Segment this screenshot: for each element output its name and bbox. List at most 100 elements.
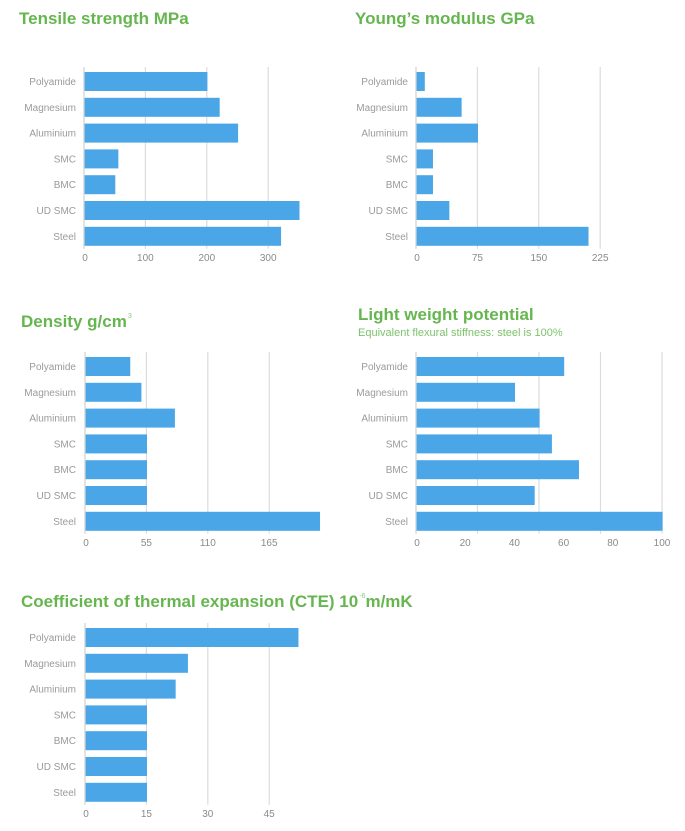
category-label: BMC <box>54 736 76 747</box>
bar-aluminium <box>85 408 175 428</box>
chart-title-text: Young’s modulus GPa <box>355 9 535 28</box>
x-tick-label: 80 <box>607 538 619 549</box>
category-label: UD SMC <box>369 491 408 502</box>
chart-title: Density g/cm3 <box>21 312 132 332</box>
bar-polyamide <box>85 357 131 376</box>
x-tick-label: 45 <box>264 809 276 820</box>
x-tick-label: 0 <box>82 253 88 264</box>
category-label: Steel <box>53 517 76 528</box>
bar-smc <box>85 434 147 454</box>
x-tick-label: 40 <box>509 538 521 549</box>
category-label: Aluminium <box>29 414 76 425</box>
category-label: Steel <box>385 517 408 528</box>
bar-bmc <box>85 731 147 751</box>
bar-aluminium <box>84 123 239 143</box>
category-label: SMC <box>54 439 76 450</box>
density-plot: Polyamide Magnesium Aluminium SMC BMC UD SMC S… <box>24 352 321 549</box>
x-tick-label: 75 <box>472 253 484 264</box>
category-label: BMC <box>386 465 408 476</box>
bar-bmc <box>416 175 433 195</box>
chart-title-text: Tensile strength MPa <box>19 9 189 28</box>
category-label: UD SMC <box>37 491 76 502</box>
bar-smc <box>85 705 147 725</box>
bar-aluminium <box>416 123 478 143</box>
category-label: Steel <box>53 788 76 799</box>
category-label: SMC <box>54 710 76 721</box>
x-tick-label: 0 <box>83 538 89 549</box>
bar-steel <box>416 511 663 531</box>
x-tick-label: 0 <box>414 538 420 549</box>
category-label: Magnesium <box>24 659 76 670</box>
bar-magnesium <box>416 382 515 402</box>
bar-ud-smc <box>84 201 300 220</box>
bar-aluminium <box>416 408 540 428</box>
bar-smc <box>84 149 119 169</box>
bar-polyamide <box>416 357 565 376</box>
category-label: Magnesium <box>24 388 76 399</box>
chart-title-suffix: m/mK <box>365 592 413 611</box>
category-label: Magnesium <box>24 103 76 114</box>
chart-title: Coefficient of thermal expansion (CTE) 1… <box>21 592 413 612</box>
bar-aluminium <box>85 679 176 699</box>
x-tick-label: 15 <box>141 809 153 820</box>
bar-smc <box>416 434 552 454</box>
x-tick-label: 150 <box>530 253 547 264</box>
category-label: UD SMC <box>37 206 76 217</box>
category-label: Aluminium <box>29 129 76 140</box>
category-label: Polyamide <box>361 362 408 373</box>
category-label: UD SMC <box>369 206 408 217</box>
category-label: Aluminium <box>361 414 408 425</box>
x-tick-label: 300 <box>260 253 277 264</box>
bar-magnesium <box>84 97 220 117</box>
chart-title-text: Coefficient of thermal expansion (CTE) 1… <box>21 592 359 611</box>
category-label: Aluminium <box>361 129 408 140</box>
bar-steel <box>416 226 589 246</box>
category-label: BMC <box>54 180 76 191</box>
bar-magnesium <box>416 97 462 117</box>
x-tick-label: 0 <box>414 253 420 264</box>
chart-title: Tensile strength MPa <box>19 9 189 29</box>
category-label: BMC <box>386 180 408 191</box>
category-label: SMC <box>386 439 408 450</box>
bar-ud-smc <box>85 486 147 505</box>
chart-title-superscript: -6 <box>359 593 366 600</box>
bar-bmc <box>416 460 579 480</box>
x-tick-label: 165 <box>261 538 278 549</box>
category-label: Polyamide <box>361 77 408 88</box>
x-tick-label: 30 <box>202 809 214 820</box>
x-tick-label: 60 <box>558 538 570 549</box>
cte-plot: Polyamide Magnesium Aluminium SMC BMC UD SMC S… <box>24 623 299 820</box>
bar-smc <box>416 149 433 169</box>
bar-steel <box>85 511 321 531</box>
category-label: Aluminium <box>29 685 76 696</box>
bar-magnesium <box>85 653 188 673</box>
bar-polyamide <box>85 628 299 647</box>
bar-ud-smc <box>416 486 535 505</box>
category-label: BMC <box>54 465 76 476</box>
bar-bmc <box>85 460 147 480</box>
x-tick-label: 100 <box>654 538 671 549</box>
x-tick-label: 200 <box>198 253 215 264</box>
category-label: SMC <box>386 154 408 165</box>
bar-bmc <box>84 175 116 195</box>
x-tick-label: 110 <box>200 538 216 549</box>
bar-ud-smc <box>85 757 147 776</box>
bar-polyamide <box>416 72 425 91</box>
bar-steel <box>85 782 147 802</box>
category-label: Polyamide <box>29 77 76 88</box>
chart-title-superscript: 3 <box>127 313 132 320</box>
x-tick-label: 225 <box>592 253 609 264</box>
category-label: Polyamide <box>29 362 76 373</box>
category-label: Steel <box>385 232 408 243</box>
chart-title: Young’s modulus GPa <box>355 9 534 29</box>
chart-title-text: Density g/cm <box>21 312 127 331</box>
bar-ud-smc <box>416 201 450 220</box>
category-label: SMC <box>54 154 76 165</box>
x-tick-label: 55 <box>141 538 153 549</box>
lightweight-plot: Polyamide Magnesium Aluminium SMC BMC UD SMC S… <box>356 352 671 549</box>
category-label: Magnesium <box>356 388 408 399</box>
youngs-plot: Polyamide Magnesium Aluminium SMC BMC UD SMC S… <box>356 67 609 264</box>
tensile-plot: Polyamide Magnesium Aluminium SMC BMC UD SMC S… <box>24 67 300 264</box>
chart-subtitle: Equivalent flexural stiffness: steel is … <box>358 327 563 339</box>
